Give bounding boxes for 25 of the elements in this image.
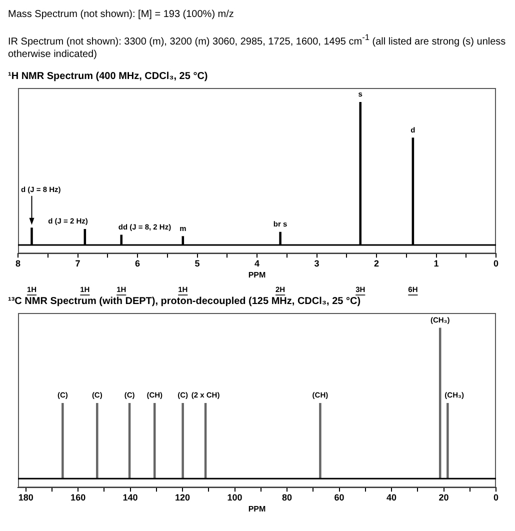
- x-tick-label: 80: [282, 492, 292, 503]
- x-axis-title: PPM: [248, 270, 266, 280]
- x-tick-label: 100: [227, 492, 242, 503]
- x-tick-label: 20: [438, 492, 449, 503]
- x-tick-label: 6: [134, 258, 140, 269]
- x-tick-label: 0: [493, 492, 499, 503]
- text: IR Spectrum (not shown): 3300 (m), 3200 (m) 3060, 2985, 1725, 1600, 1495 cm$^{-1}$ (all listed are strong (s) unless otherwise indicated): [8, 32, 506, 60]
- x-tick-label: 160: [70, 492, 86, 503]
- chart-title: ¹H NMR Spectrum (400 MHz, CDCl₃, 25 °C): [8, 71, 209, 82]
- x-tick-label: 40: [386, 492, 397, 503]
- x-tick-label: 2: [374, 258, 380, 269]
- x-tick-label: 60: [334, 492, 344, 503]
- x-axis-title: PPM: [248, 504, 266, 514]
- x-tick-label: 7: [75, 258, 80, 269]
- x-tick-label: 180: [18, 492, 34, 503]
- x-tick-label: 0: [493, 258, 499, 269]
- x-tick-label: 140: [122, 492, 138, 503]
- x-tick-label: 8: [15, 258, 21, 269]
- x-tick-label: 1: [434, 258, 439, 269]
- chart-title: ¹³C NMR Spectrum (with DEPT), proton-decoupled (125 MHz, CDCl₃, 25 °C): [8, 296, 362, 308]
- text: Mass Spectrum (not shown): [M] = 193 (100%) m/z: [8, 8, 235, 21]
- x-tick-label: 4: [254, 258, 260, 269]
- x-tick-label: 5: [194, 258, 200, 269]
- x-tick-label: 3: [314, 258, 320, 269]
- x-tick-label: 120: [175, 492, 190, 503]
